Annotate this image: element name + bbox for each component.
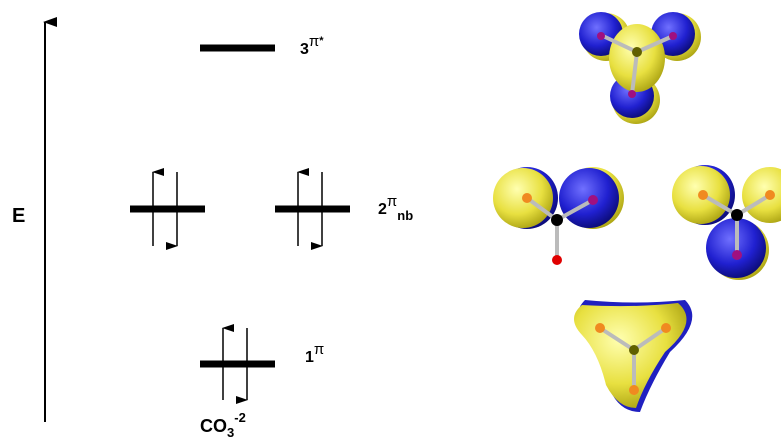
orbital-1pi	[574, 300, 692, 412]
level-label: 2πnb	[378, 193, 413, 223]
orbital-2pi-nb-right	[672, 165, 781, 280]
axis-label: E	[12, 205, 25, 227]
level-superscript: *	[319, 35, 324, 47]
level-number: 3	[300, 41, 309, 58]
molecule-label: CO3-2	[200, 410, 246, 440]
page: E 3π* 2πnb 1π CO3-2	[0, 0, 781, 441]
molecule-name: CO	[200, 416, 227, 436]
molecule-superscript: -2	[234, 410, 246, 425]
level-symbol: π	[309, 33, 319, 50]
level-number: 2	[378, 201, 387, 218]
orbital-3pi-star	[579, 12, 701, 124]
level-number: 1	[305, 349, 314, 366]
level-symbol: π	[314, 341, 324, 358]
mo-diagram: E 3π* 2πnb 1π CO3-2	[0, 0, 781, 441]
molecule-subscript: 3	[227, 425, 234, 440]
orbital-2pi-nb-left	[493, 167, 624, 265]
level-subscript: nb	[397, 208, 413, 223]
level-label: 1π	[305, 341, 324, 366]
level-symbol: π	[387, 193, 397, 210]
level-label: 3π*	[300, 33, 324, 58]
